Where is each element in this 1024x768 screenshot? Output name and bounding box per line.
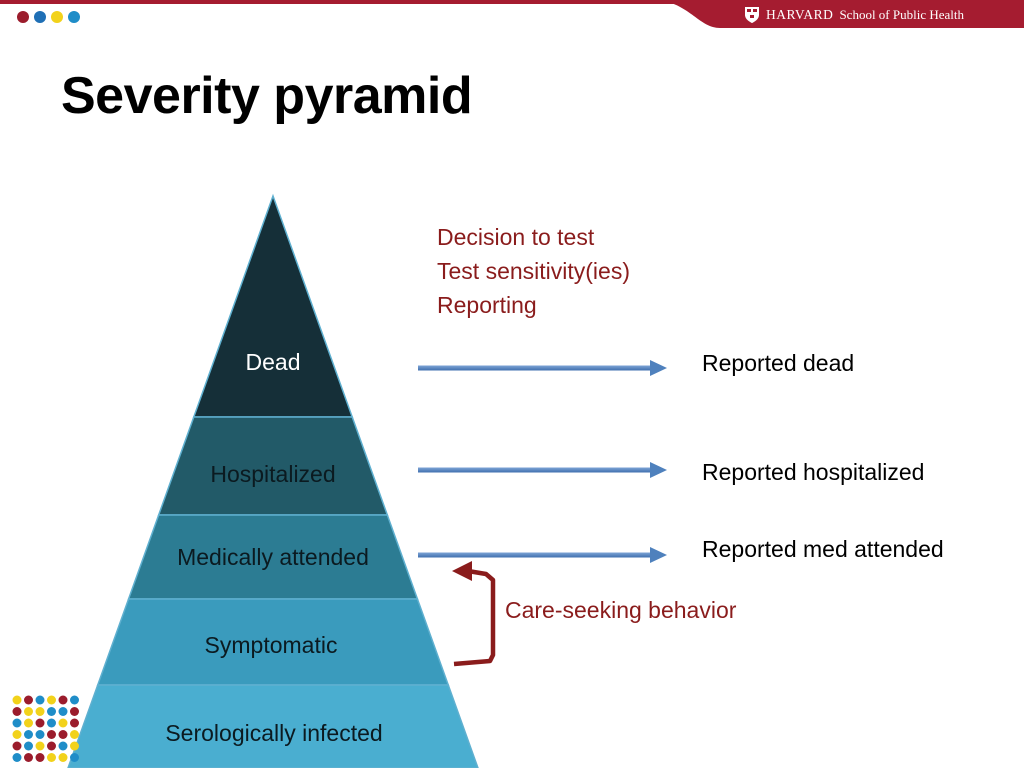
grid-dot bbox=[24, 707, 33, 716]
grid-dot bbox=[47, 730, 56, 739]
factor-decision-to-test: Decision to test bbox=[437, 224, 595, 250]
factor-test-sensitivity: Test sensitivity(ies) bbox=[437, 258, 630, 284]
grid-dot bbox=[58, 741, 68, 751]
grid-dot bbox=[70, 707, 79, 716]
tier-label-medically-attended: Medically attended bbox=[177, 544, 369, 570]
grid-dot bbox=[47, 695, 56, 705]
grid-dot bbox=[12, 741, 22, 751]
arrow-to-reported-hospitalized bbox=[418, 462, 667, 478]
grid-dot bbox=[12, 718, 22, 728]
shield-icon bbox=[745, 7, 759, 23]
reported-dead-label: Reported dead bbox=[702, 350, 855, 376]
brand-name: HARVARD bbox=[766, 7, 834, 22]
header-dot bbox=[17, 11, 29, 23]
tier-label-serologically-infected: Serologically infected bbox=[165, 720, 383, 746]
grid-dot bbox=[58, 753, 68, 762]
decorative-dot-grid bbox=[12, 695, 79, 762]
grid-dot bbox=[35, 730, 45, 739]
grid-dot bbox=[35, 753, 45, 762]
grid-dot bbox=[70, 695, 79, 705]
header-dot bbox=[68, 11, 80, 23]
care-seeking-bracket bbox=[453, 568, 496, 667]
tier-serologically-infected bbox=[67, 684, 479, 768]
grid-dot bbox=[24, 730, 33, 739]
brand-school: School of Public Health bbox=[839, 7, 965, 22]
grid-dot bbox=[24, 741, 33, 751]
grid-dot bbox=[12, 695, 22, 705]
top-banner: HARVARD School of Public Health bbox=[0, 0, 1024, 40]
grid-dot bbox=[58, 695, 68, 705]
reported-med-attended-label: Reported med attended bbox=[702, 536, 944, 562]
header-dot bbox=[51, 11, 63, 23]
reported-hospitalized-label: Reported hospitalized bbox=[702, 459, 925, 485]
care-seeking-label: Care-seeking behavior bbox=[505, 597, 737, 623]
grid-dot bbox=[24, 718, 33, 728]
grid-dot bbox=[24, 753, 33, 762]
header-dot bbox=[34, 11, 46, 23]
arrow-to-reported-med-attended bbox=[418, 547, 667, 563]
grid-dot bbox=[47, 741, 56, 751]
tier-label-symptomatic: Symptomatic bbox=[204, 632, 338, 658]
grid-dot bbox=[70, 718, 79, 728]
tier-label-dead: Dead bbox=[245, 349, 301, 375]
factors-list: Decision to test Test sensitivity(ies) R… bbox=[437, 220, 630, 322]
grid-dot bbox=[35, 707, 45, 716]
grid-dot bbox=[70, 753, 79, 762]
grid-dot bbox=[47, 753, 56, 762]
grid-dot bbox=[12, 730, 22, 739]
grid-dot bbox=[35, 741, 45, 751]
grid-dot bbox=[24, 695, 33, 705]
slide-title: Severity pyramid bbox=[61, 67, 473, 125]
grid-dot bbox=[35, 718, 45, 728]
grid-dot bbox=[58, 730, 68, 739]
arrow-to-reported-dead bbox=[418, 360, 667, 376]
grid-dot bbox=[70, 741, 79, 751]
grid-dot bbox=[12, 753, 22, 762]
header-dots bbox=[17, 11, 80, 23]
grid-dot bbox=[58, 707, 68, 716]
factor-reporting: Reporting bbox=[437, 292, 537, 318]
tier-label-hospitalized: Hospitalized bbox=[210, 461, 336, 487]
tier-dead bbox=[192, 193, 354, 418]
grid-dot bbox=[70, 730, 79, 739]
grid-dot bbox=[47, 707, 56, 716]
harvard-logo: HARVARD School of Public Health bbox=[744, 4, 964, 26]
grid-dot bbox=[12, 707, 22, 716]
care-seeking-arrowhead bbox=[452, 561, 472, 581]
grid-dot bbox=[47, 718, 56, 728]
grid-dot bbox=[35, 695, 45, 705]
grid-dot bbox=[58, 718, 68, 728]
